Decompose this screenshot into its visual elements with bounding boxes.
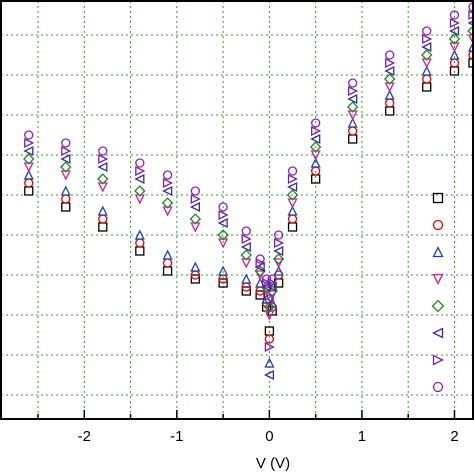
x-tick-label: -2 — [78, 428, 91, 445]
x-axis-title: V (V) — [256, 455, 290, 472]
x-tick-label: -1 — [170, 428, 183, 445]
x-tick-label: 2 — [450, 428, 458, 445]
x-tick-label: 1 — [358, 428, 366, 445]
x-tick-label: 0 — [265, 428, 273, 445]
